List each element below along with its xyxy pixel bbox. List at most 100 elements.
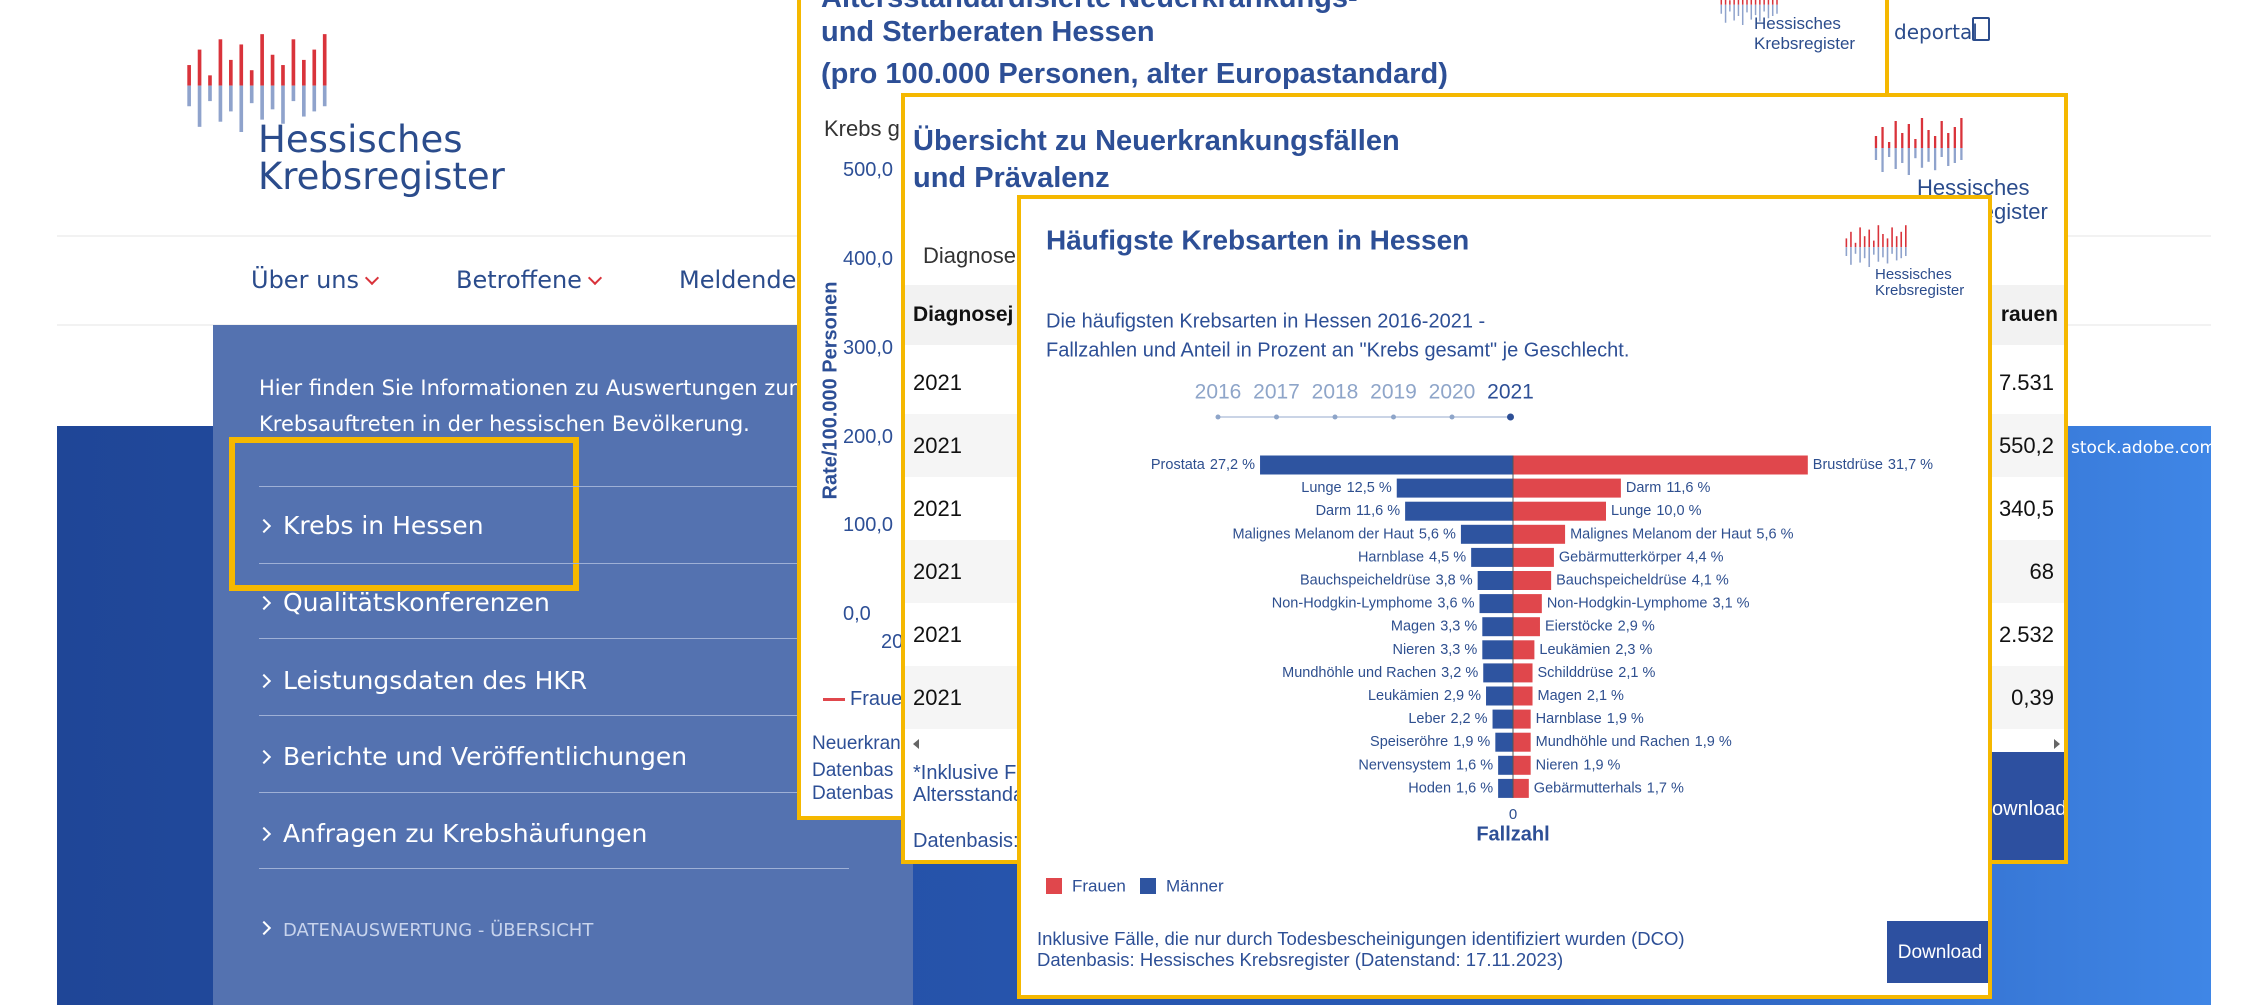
bar-label: Malignes Melanom der Haut 5,6 %	[1570, 526, 1794, 542]
bar	[1495, 732, 1513, 752]
menu-item[interactable]: Qualitätskonferenzen	[256, 588, 550, 617]
category-label: Bauchspeicheldrüse	[1300, 572, 1431, 588]
table-cell: 2021	[913, 496, 962, 521]
source: Datenbasis:	[913, 830, 1019, 852]
category-label: Gebärmutterkörper	[1559, 549, 1682, 565]
year-option[interactable]: 2018	[1312, 381, 1359, 404]
bar	[1513, 686, 1533, 706]
nav-item[interactable]: Über uns	[251, 266, 380, 294]
icon	[1972, 17, 1990, 41]
chevron	[256, 920, 272, 936]
download-button[interactable]	[1887, 921, 1992, 983]
download-button[interactable]	[1982, 752, 2064, 860]
year-option[interactable]: 2017	[1253, 381, 1300, 404]
bar-label: Non-Hodgkin-Lymphome 3,1 %	[1547, 595, 1750, 611]
value-label: 31,7 %	[1888, 457, 1933, 473]
bar	[1498, 755, 1513, 775]
nav-label[interactable]: Meldende	[679, 266, 797, 294]
submenu[interactable]: DATENAUSWERTUNG - ÜBERSICHT	[256, 920, 594, 941]
logo-text: Hessisches	[258, 118, 463, 161]
menu-label[interactable]: Berichte und Veröffentlichungen	[283, 742, 688, 771]
chart: Häufigste Krebsarten in Hessen Hessisches…	[1037, 224, 1992, 983]
bar	[1513, 524, 1566, 544]
bar-label: Leber 2,2 %	[1408, 711, 1487, 727]
footer-text: Datenbasis: Hessisches Krebsregister (Da…	[1037, 949, 1563, 970]
bar-label: Magen 3,3 %	[1391, 619, 1478, 635]
bar	[1498, 778, 1513, 798]
year-option[interactable]: 2020	[1429, 381, 1476, 404]
year-dot	[1274, 414, 1279, 420]
bar-label: Bauchspeicheldrüse 3,8 %	[1300, 572, 1473, 588]
nav-item[interactable]: Meldende	[679, 266, 796, 294]
logo-mark	[187, 34, 327, 132]
category-label: Nieren	[1536, 757, 1579, 773]
value-label: 5,6 %	[1419, 526, 1456, 542]
popup-title: Häufigste Krebsarten in Hessen	[1046, 224, 1469, 255]
category-label: Harnblase	[1358, 549, 1424, 565]
menu-label[interactable]: Leistungsdaten des HKR	[283, 666, 588, 695]
bar-label: Brustdrüse 31,7 %	[1813, 457, 1933, 473]
submenu-label[interactable]: DATENAUSWERTUNG - ÜBERSICHT	[283, 920, 594, 941]
value-label: 2,9 %	[1618, 619, 1655, 635]
bar	[1471, 547, 1513, 567]
y-tick-label: 300,0	[843, 337, 894, 359]
tab[interactable]: Diagnose	[923, 243, 1016, 268]
menu-separator	[259, 792, 849, 793]
popup-title: (pro 100.000 Personen, alter Europastand…	[821, 58, 1448, 90]
bar-label: Magen 2,1 %	[1538, 688, 1625, 704]
chevron	[256, 595, 272, 611]
bar-label: Speiseröhre 1,9 %	[1370, 734, 1490, 750]
nav-label[interactable]: Über uns	[251, 266, 359, 294]
menu-label[interactable]: Qualitätskonferenzen	[283, 588, 550, 617]
menu-label[interactable]: Anfragen zu Krebshäufungen	[283, 819, 648, 848]
menu-item[interactable]: Leistungsdaten des HKR	[256, 666, 588, 695]
value-label: 1,6 %	[1456, 757, 1493, 773]
year-dot	[1215, 414, 1221, 420]
value-label: 1,7 %	[1647, 780, 1684, 796]
bar	[1513, 755, 1531, 775]
bar-label: Gebärmutterkörper 4,4 %	[1559, 549, 1724, 565]
menu-item[interactable]: Krebs in Hessen	[256, 511, 484, 540]
category-label: Malignes Melanom der Haut	[1232, 526, 1413, 542]
bar	[1513, 501, 1606, 521]
chevron	[256, 518, 272, 534]
image-credit: stock.adobe.com	[2071, 438, 2217, 458]
nav-label[interactable]: Betroffene	[456, 266, 582, 294]
value-label: 1,9 %	[1607, 711, 1644, 727]
table-cell: 2.532	[1998, 622, 2054, 647]
bar-label: Harnblase 1,9 %	[1536, 711, 1644, 727]
year-option[interactable]: 2021	[1487, 381, 1534, 404]
value-label: 1,9 %	[1453, 734, 1490, 750]
top-link[interactable]: deportal	[1894, 20, 1978, 44]
value-label: 3,3 %	[1440, 642, 1477, 658]
category-label: Schilddrüse	[1538, 665, 1614, 681]
bar	[1486, 686, 1513, 706]
menu-separator	[259, 868, 849, 869]
download-label[interactable]: ownload	[1992, 798, 2067, 820]
bar	[1513, 571, 1552, 590]
bar-label: Leukämien 2,9 %	[1368, 688, 1481, 704]
year-option[interactable]: 2016	[1195, 381, 1242, 404]
popup-title: und Prävalenz	[913, 162, 1110, 194]
download-label[interactable]: Download	[1898, 942, 1983, 963]
logo-text: Hessisches	[1754, 14, 1841, 33]
bar	[1460, 524, 1513, 544]
chevron	[587, 270, 603, 286]
menu-label[interactable]: Krebs in Hessen	[283, 511, 484, 540]
description: Die häufigsten Krebsarten in Hessen 2016…	[1046, 310, 1485, 332]
table-cell: 68	[2029, 559, 2054, 584]
value-label: 4,1 %	[1692, 572, 1729, 588]
category-label: Darm	[1316, 503, 1351, 519]
bar-label: Eierstöcke 2,9 %	[1545, 619, 1655, 635]
menu-item[interactable]: Berichte und Veröffentlichungen	[256, 742, 688, 771]
value-label: 2,2 %	[1450, 711, 1487, 727]
value-label: 3,1 %	[1712, 595, 1749, 611]
popup-title: Übersicht zu Neuerkrankungsfällen	[913, 125, 1400, 157]
menu-item[interactable]: Anfragen zu Krebshäufungen	[256, 819, 648, 848]
description: Fallzahlen und Anteil in Prozent an "Kre…	[1046, 339, 1629, 361]
scroll-arrow	[913, 739, 919, 749]
year-option[interactable]: 2019	[1370, 381, 1417, 404]
nav-item[interactable]: Betroffene	[456, 266, 603, 294]
bar	[1482, 617, 1513, 637]
bar	[1396, 478, 1513, 498]
